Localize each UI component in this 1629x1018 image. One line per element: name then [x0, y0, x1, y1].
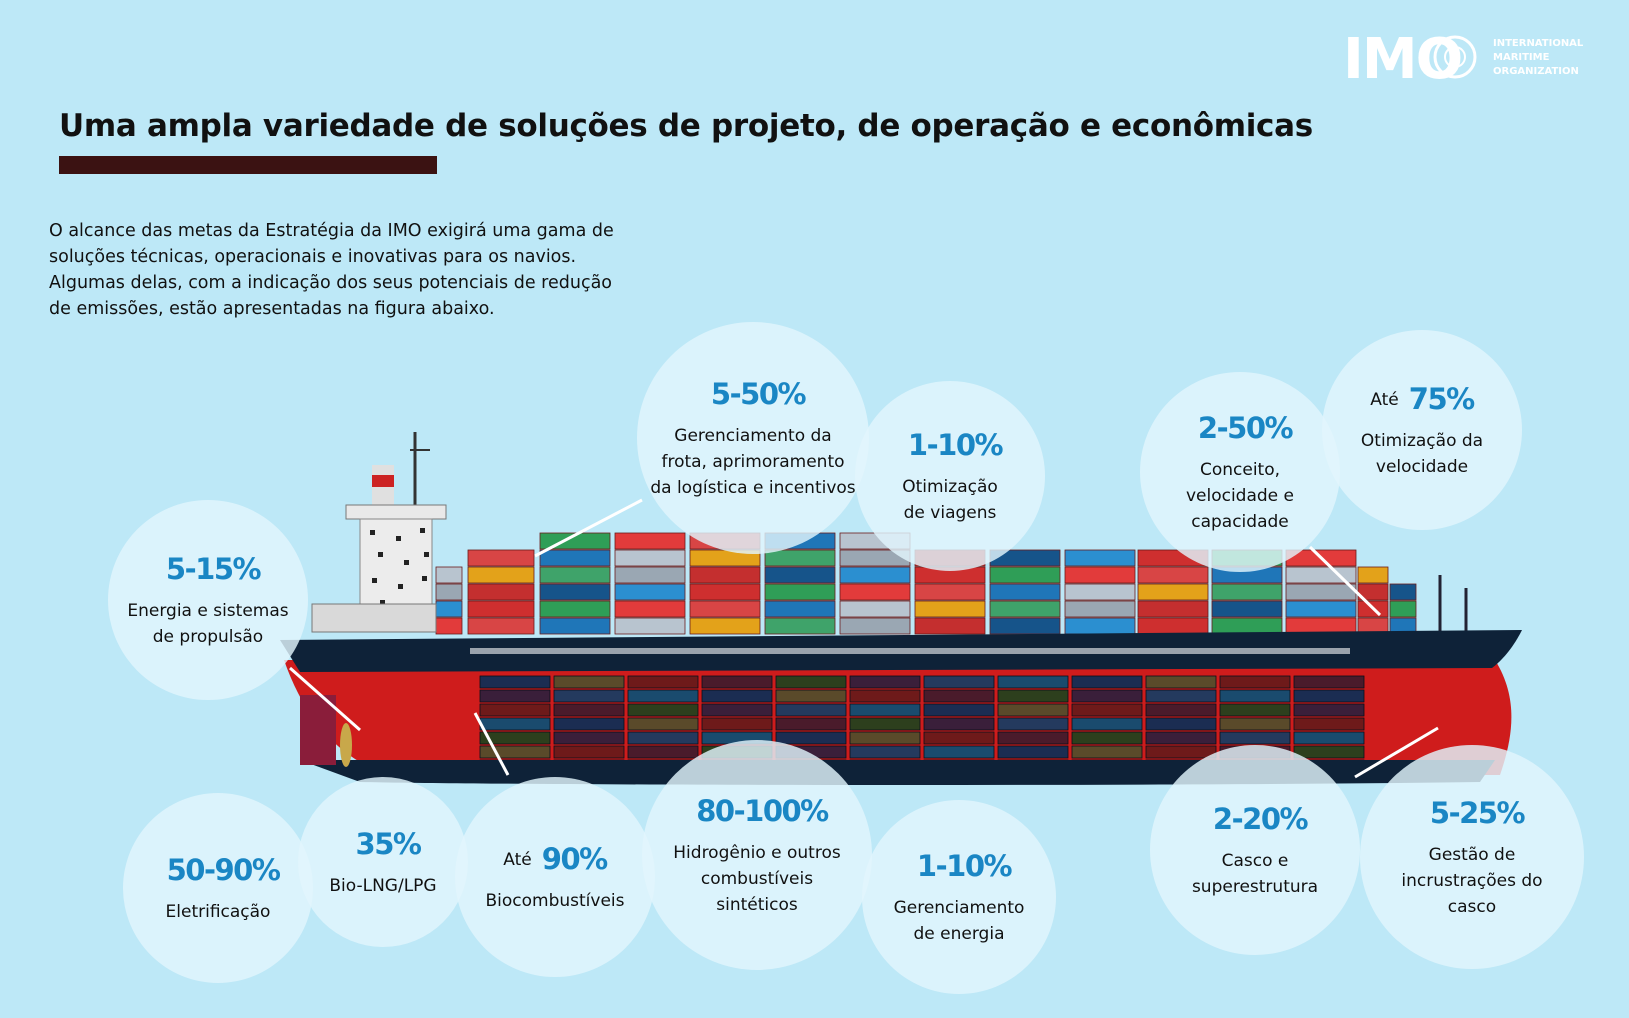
- solution-bubble-fleet: 5-50% Gerenciamento da frota, aprimoramen…: [637, 322, 869, 554]
- logo-line-maritime: MARITIME: [1493, 52, 1550, 63]
- solution-bubble-hull: 2-20% Casco e superestrutura: [1150, 745, 1360, 955]
- reduction-value: 1-10%: [916, 848, 1013, 883]
- intro-line: Algumas delas, com a indicação dos seus …: [49, 273, 612, 293]
- imo-logo: IMO INTERNATIONAL MARITIME ORGANIZATION: [1343, 28, 1584, 86]
- solution-bubble-electrification: 50-90% Eletrificação: [123, 793, 313, 983]
- logo-mark: IMO: [1343, 28, 1461, 86]
- deck-containers: [435, 532, 1417, 635]
- propeller-icon: [340, 723, 352, 767]
- solution-bubble-concept: 2-50% Conceito, velocidade e capacidade: [1140, 372, 1340, 572]
- reduction-value: 5-50%: [710, 376, 807, 411]
- intro-paragraph: O alcance das metas da Estratégia da IMO…: [49, 218, 669, 322]
- solution-bubble-propulsion: 5-15% Energia e sistemas de propulsão: [108, 500, 308, 700]
- intro-line: de emissões, estão apresentadas na figur…: [49, 299, 495, 319]
- reduction-value: 2-50%: [1197, 410, 1294, 445]
- solution-bubble-biofuels: Até 90% Biocombustíveis: [455, 777, 655, 977]
- solution-bubble-hydrogen: 80-100% Hidrogênio e outros combustíveis s…: [642, 740, 872, 970]
- reduction-value: Até 75%: [1370, 381, 1475, 416]
- solution-bubble-fouling: 5-25% Gestão de incrustrações do casco: [1360, 745, 1584, 969]
- rudder: [300, 695, 336, 765]
- logo-line-organization: ORGANIZATION: [1493, 66, 1579, 77]
- solution-bubble-biolng: 35% Bio-LNG/LPG: [298, 777, 468, 947]
- page-title: Uma ampla variedade de soluções de proje…: [59, 108, 1313, 144]
- solution-bubble-speed: Até 75% Otimização da velocidade: [1322, 330, 1522, 530]
- solution-bubble-voyage: 1-10% Otimização de viagens: [855, 381, 1045, 571]
- intro-line: O alcance das metas da Estratégia da IMO…: [49, 221, 614, 241]
- logo-line-international: INTERNATIONAL: [1493, 38, 1584, 49]
- reduction-value: Até 90%: [503, 841, 608, 876]
- title-underline-bar: [59, 156, 437, 174]
- reduction-value: 1-10%: [907, 427, 1004, 462]
- reduction-value: 35%: [355, 826, 422, 861]
- reduction-value: 80-100%: [696, 793, 829, 828]
- reduction-value: 2-20%: [1212, 801, 1309, 836]
- reduction-value: 50-90%: [166, 852, 281, 887]
- reduction-value: 5-15%: [165, 551, 262, 586]
- un-emblem-icon: [1433, 35, 1477, 79]
- reduction-value: 5-25%: [1429, 795, 1526, 830]
- solution-bubble-energy: 1-10% Gerenciamento de energia: [862, 800, 1056, 994]
- intro-line: soluções técnicas, operacionais e inovat…: [49, 247, 577, 267]
